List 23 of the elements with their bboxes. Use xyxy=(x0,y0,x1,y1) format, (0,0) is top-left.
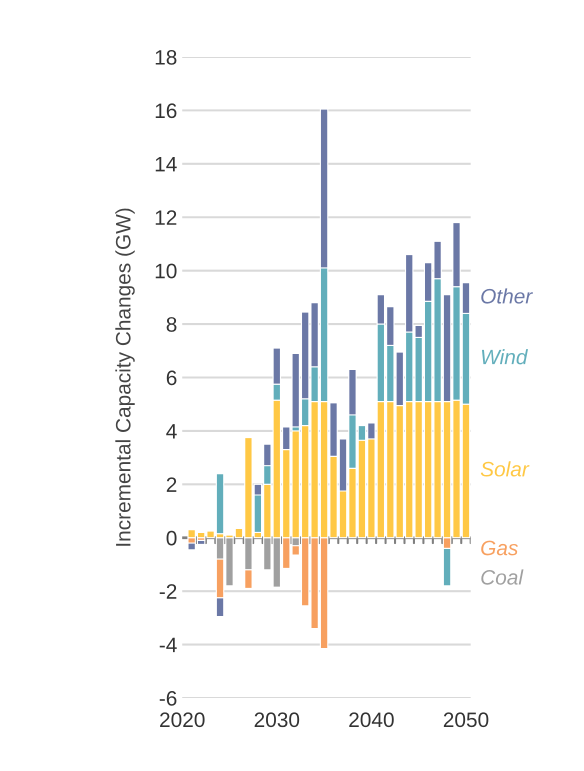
y-tick-label: -4 xyxy=(160,638,177,652)
y-tick-label: 4 xyxy=(166,424,177,438)
series-label: Gas xyxy=(481,540,518,556)
y-tick-label: 14 xyxy=(156,157,177,172)
y-tick-label: 0 xyxy=(166,530,177,546)
y-tick-label: 10 xyxy=(156,264,177,278)
text: Coal xyxy=(481,569,524,585)
x-tick-label: 2020 xyxy=(160,712,205,728)
y-tick-label: 18 xyxy=(156,50,176,65)
y-tick-label: 12 xyxy=(156,210,176,225)
x-tick-label: 2050 xyxy=(444,712,488,728)
y-tick-label: -2 xyxy=(160,584,176,599)
series-label: Solar xyxy=(480,461,530,477)
x-tick-label: 2040 xyxy=(349,712,394,728)
y-tick-label: -6 xyxy=(160,690,176,706)
y-tick-label: 16 xyxy=(156,103,176,118)
y-tick-label: 6 xyxy=(166,370,176,386)
y-tick-label: 8 xyxy=(166,317,176,332)
series-label: Wind xyxy=(482,349,528,364)
y-tick-label: 2 xyxy=(166,477,176,492)
series-label: Other xyxy=(481,288,533,304)
x-tick-label: 2030 xyxy=(254,712,300,728)
y-axis-title: Incremental Capacity Changes (GW) xyxy=(115,208,135,546)
